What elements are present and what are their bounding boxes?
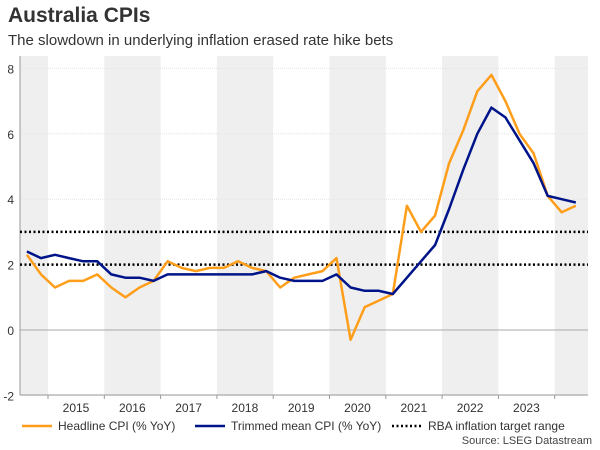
x-tick-label: 2015	[63, 401, 90, 415]
chart-title: Australia CPIs	[8, 4, 151, 27]
x-tick-label: 2020	[344, 401, 371, 415]
year-band	[216, 56, 274, 395]
y-tick-label: 8	[7, 62, 14, 76]
x-tick-label: 2021	[400, 401, 427, 415]
y-tick-label: 2	[7, 259, 14, 273]
x-tick-label: 2022	[457, 401, 484, 415]
legend-label: RBA inflation target range	[428, 419, 565, 433]
chart-subtitle: The slowdown in underlying inflation era…	[8, 32, 394, 49]
y-tick-label: 4	[7, 193, 14, 207]
x-tick-label: 2018	[232, 401, 259, 415]
year-band	[442, 56, 499, 395]
x-tick-label: 2017	[175, 401, 202, 415]
x-tick-label: 2019	[288, 401, 315, 415]
legend-item: Headline CPI (% YoY)	[22, 419, 175, 433]
chart-source: Source: LSEG Datastream	[461, 435, 592, 447]
y-tick-label: 6	[7, 128, 14, 142]
x-tick-label: 2023	[513, 401, 540, 415]
legend-label: Headline CPI (% YoY)	[58, 419, 175, 433]
trimmed-mean-cpi-line	[26, 106, 577, 296]
legend-item: RBA inflation target range	[392, 419, 565, 433]
year-band	[20, 56, 48, 395]
y-tick-label: -2	[3, 389, 14, 403]
year-band	[329, 56, 386, 395]
year-band	[554, 56, 588, 395]
x-tick-label: 2016	[119, 401, 146, 415]
y-tick-label: 0	[7, 324, 14, 338]
headline-cpi-line	[25, 73, 577, 342]
legend-item: Trimmed mean CPI (% YoY)	[195, 419, 381, 433]
legend-label: Trimmed mean CPI (% YoY)	[231, 419, 381, 433]
year-band	[104, 56, 161, 395]
